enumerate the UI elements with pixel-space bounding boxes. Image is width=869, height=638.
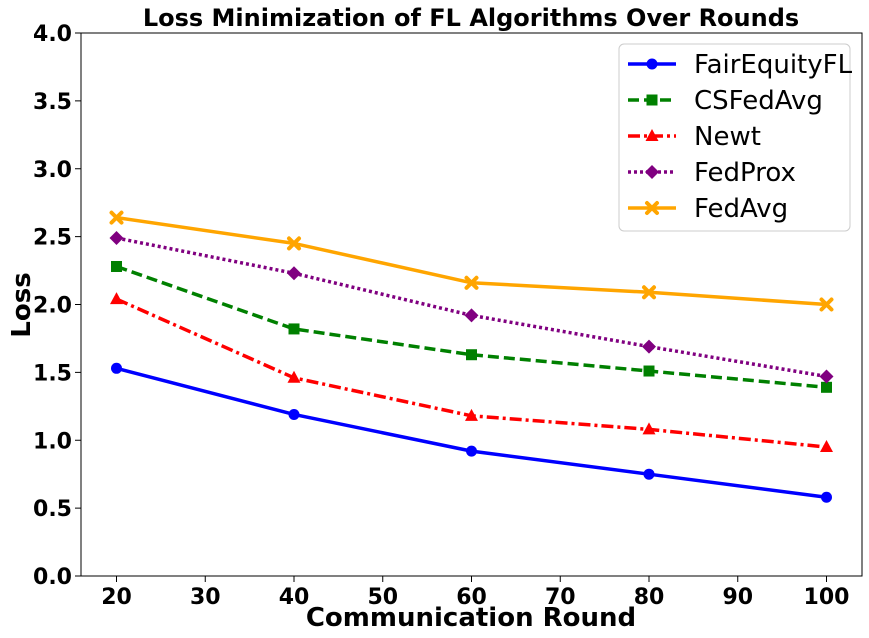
data-point-marker <box>819 369 834 384</box>
data-point-marker <box>642 422 656 435</box>
x-tick-label: 60 <box>456 585 487 610</box>
data-point-marker <box>288 408 300 420</box>
data-point-marker <box>642 285 656 300</box>
data-point-marker <box>643 468 655 480</box>
data-point-marker <box>111 362 122 374</box>
legend: FairEquityFL CSFedAvg Newt FedProx FedAvg <box>618 43 853 232</box>
series-line <box>116 236 827 379</box>
x-tick-label: 20 <box>101 585 132 610</box>
y-tick-label: 3.0 <box>33 158 72 183</box>
legend-label: FedProx <box>694 158 796 188</box>
x-tick-label: 80 <box>634 585 665 610</box>
data-point-marker <box>288 323 300 335</box>
legend-label: FairEquityFL <box>694 50 853 80</box>
data-point-marker <box>464 308 479 323</box>
legend-label: CSFedAvg <box>694 86 823 116</box>
data-point-marker <box>464 275 479 290</box>
y-tick-label: 2.0 <box>33 294 72 319</box>
y-tick-label: 0.0 <box>33 565 72 590</box>
data-point-marker <box>819 297 834 312</box>
data-point-marker <box>643 365 655 377</box>
legend-marker <box>645 201 659 215</box>
legend-label: Newt <box>694 122 761 152</box>
legend-box <box>618 43 851 232</box>
data-point-marker <box>466 349 477 361</box>
x-tick-label: 90 <box>722 585 753 610</box>
data-point-marker <box>109 210 124 225</box>
x-tick-label: 40 <box>279 585 310 610</box>
data-point-marker <box>466 445 477 457</box>
x-axis: 20 30 40 50 60 70 80 90 100 <box>101 576 849 610</box>
legend-marker <box>646 58 658 70</box>
x-tick-label: 50 <box>367 585 398 610</box>
legend-label: FedAvg <box>694 194 788 224</box>
data-point-marker <box>287 236 301 251</box>
data-point-marker <box>465 408 478 421</box>
x-tick-label: 30 <box>190 585 221 610</box>
y-axis-label: Loss <box>7 272 37 337</box>
y-tick-label: 2.5 <box>33 226 72 251</box>
x-axis-label: Communication Round <box>306 603 636 633</box>
data-point-marker <box>110 292 123 305</box>
x-tick-label: 100 <box>804 585 850 610</box>
y-axis: 0.0 0.5 1.0 1.5 2.0 2.5 3.0 3.5 4.0 <box>33 22 81 590</box>
data-point-marker <box>642 339 656 354</box>
legend-marker <box>646 94 658 106</box>
y-tick-label: 3.5 <box>33 90 72 115</box>
data-point-marker <box>287 266 301 281</box>
data-point-marker <box>821 491 832 503</box>
legend-marker <box>645 165 659 179</box>
y-tick-label: 1.0 <box>33 429 72 454</box>
data-point-marker <box>820 440 833 453</box>
data-point-marker <box>109 230 124 245</box>
legend-marker <box>645 129 659 141</box>
data-point-marker <box>821 381 832 393</box>
y-tick-label: 4.0 <box>33 22 72 47</box>
y-tick-label: 1.5 <box>33 361 72 386</box>
x-tick-label: 70 <box>545 585 576 610</box>
data-point-marker <box>111 260 122 272</box>
chart-title: Loss Minimization of FL Algorithms Over … <box>143 4 799 32</box>
data-point-marker <box>287 370 301 383</box>
y-tick-label: 0.5 <box>33 497 72 522</box>
series-layer <box>109 210 834 503</box>
